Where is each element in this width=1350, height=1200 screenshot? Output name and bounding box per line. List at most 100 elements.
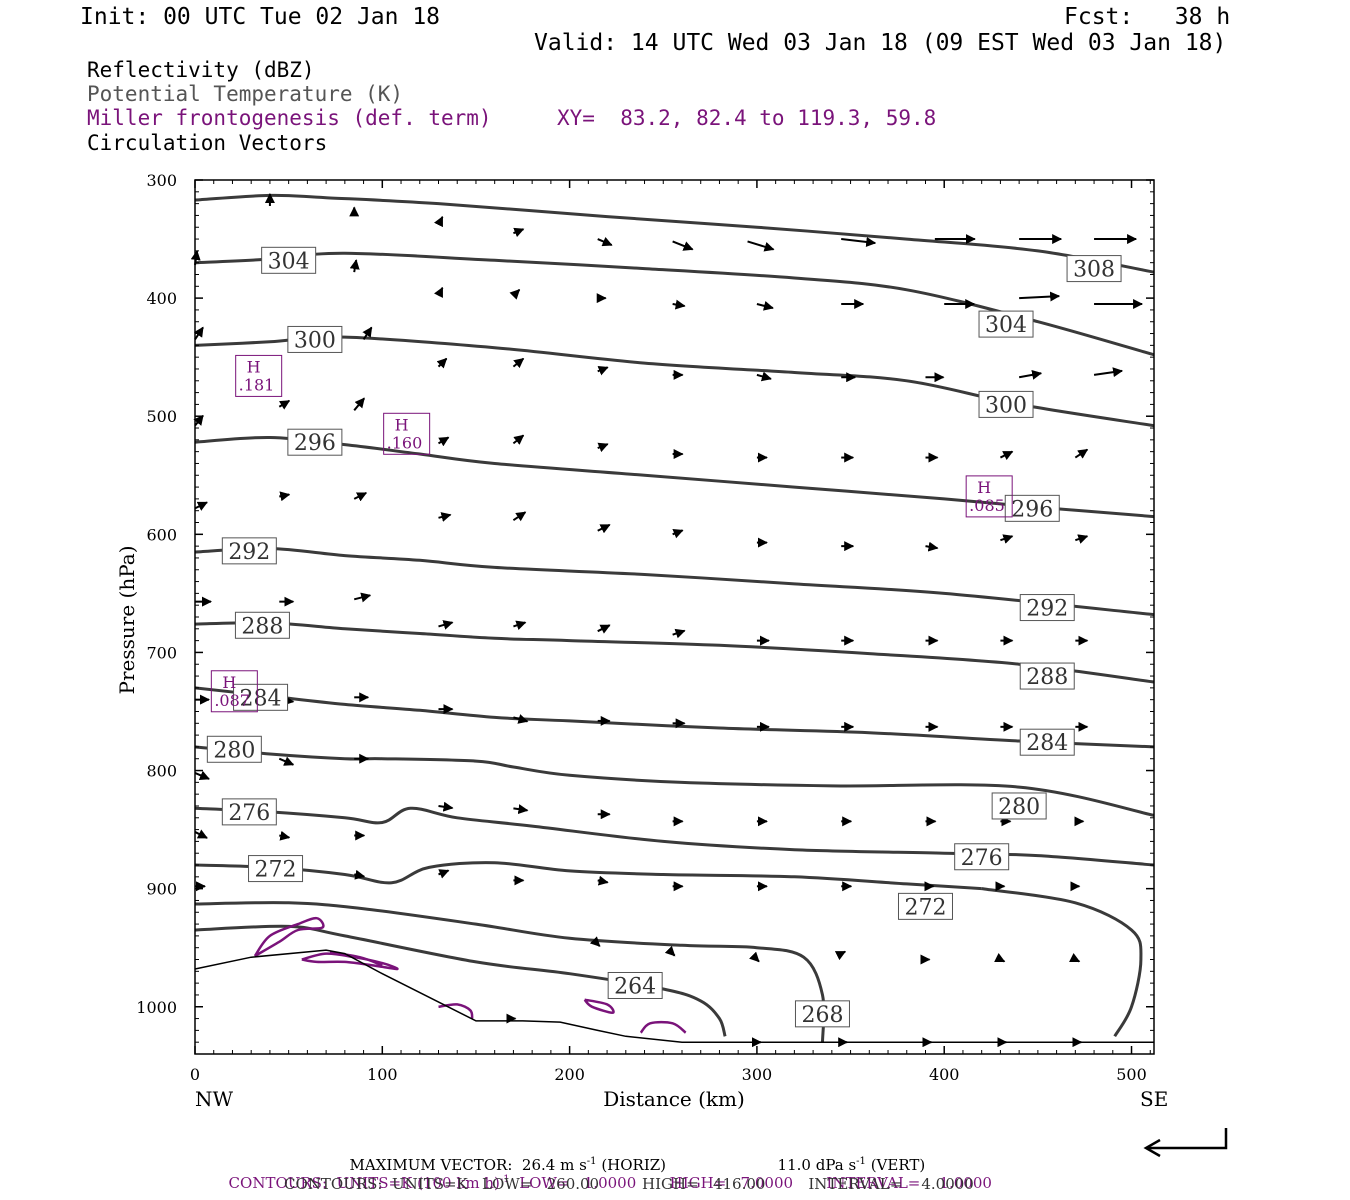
circulation-vector: [512, 357, 525, 369]
x-tick-label: 300: [742, 1065, 773, 1084]
theta-label-box: [206, 735, 262, 763]
circulation-vector: [756, 300, 774, 311]
theta-label: 280: [213, 738, 255, 763]
circulation-vector: [925, 541, 939, 552]
theta-label: 296: [1011, 497, 1053, 522]
theta-label: 272: [255, 858, 297, 883]
y-tick-label: 600: [146, 525, 177, 544]
vert-value: 11.0 dPa s: [777, 1156, 857, 1174]
theta-label: 292: [228, 540, 270, 565]
circulation-vector: [597, 624, 611, 634]
theta-label-box: [978, 390, 1034, 418]
circulation-vector: [1069, 953, 1081, 963]
circulation-vector: [433, 215, 444, 228]
theta-label: 296: [294, 431, 336, 456]
footer-contours-theta: CONTOURS: UNITS=K LOW= 260.00 HIGH= 416.…: [284, 1175, 974, 1193]
circulation-vector: [999, 450, 1014, 461]
endpoint-se: SE: [1140, 1087, 1168, 1111]
endpoint-nw: NW: [195, 1087, 234, 1111]
y-tick-label: 300: [146, 171, 177, 190]
theta-contour-272: [194, 861, 982, 891]
frontogenesis-max-value: .181: [239, 375, 275, 394]
frontogenesis-max-h: H: [222, 673, 236, 692]
xy-coords: XY= 83.2, 82.4 to 119.3, 59.8: [557, 106, 937, 130]
circulation-vector: [512, 434, 525, 445]
circulation-vector: [994, 953, 1006, 963]
x-tick-label: 500: [1116, 1065, 1147, 1084]
theta-contour-272: [981, 887, 1143, 1038]
circulation-vector: [438, 620, 454, 630]
footer-max-vector: MAXIMUM VECTOR: 26.4 m s-1 (HORIZ): [340, 1138, 667, 1174]
theta-contour-284: [194, 686, 1155, 749]
field-vectors-text: Circulation Vectors: [87, 131, 328, 155]
field-miller: Miller frontogenesis (def. term): [87, 106, 492, 130]
footer-contours-fronto: CONTOURS: UNITS=K (100 km h)-1 LOW= 1.00…: [219, 1156, 992, 1192]
footer-vert: 11.0 dPa s-1 (VERT): [768, 1138, 926, 1174]
theta-contour-292: [194, 546, 1155, 617]
theta-label-box: [954, 843, 1010, 871]
circulation-vector: [438, 512, 452, 522]
theta-label: 304: [268, 249, 310, 274]
theta-label-box: [287, 325, 343, 353]
theta-label-box: [221, 537, 277, 565]
theta-contour-308: [194, 193, 1155, 274]
exp-2: -1: [856, 1156, 866, 1167]
valid-time: Valid: 14 UTC Wed 03 Jan 18 (09 EST Wed …: [534, 30, 1227, 56]
x-tick-label: 400: [929, 1065, 960, 1084]
circulation-vector: [354, 869, 366, 880]
frontogenesis-max-box: [383, 412, 431, 455]
circulation-vector: [597, 236, 613, 247]
y-tick-label: 700: [146, 643, 177, 662]
circulation-vector: [597, 523, 611, 534]
theta-label-box: [897, 892, 953, 920]
circulation-vector: [1019, 291, 1061, 302]
circulation-vector: [362, 326, 373, 341]
circulation-vector: [672, 299, 686, 310]
theta-label: 268: [801, 1003, 843, 1028]
theta-label-box: [1004, 494, 1060, 522]
circulation-vector: [513, 804, 529, 815]
circulation-vector: [747, 240, 775, 252]
theta-label-box: [794, 1000, 850, 1028]
theta-label: 272: [904, 895, 946, 920]
theta-label: 280: [998, 795, 1040, 820]
y-tick-label: 400: [146, 289, 177, 308]
theta-label-box: [1019, 728, 1075, 756]
field-reflectivity: Reflectivity (dBZ): [87, 58, 315, 82]
circulation-vector: [433, 286, 444, 299]
x-tick-label: 100: [367, 1065, 398, 1084]
vert-text: (VERT): [870, 1156, 926, 1174]
theta-label: 308: [1073, 258, 1115, 283]
contours1-b: LOW= 1.0000 HIGH= 7.0000 INTERVAL= 1.000…: [509, 1174, 992, 1192]
y-axis-label: Pressure (hPa): [115, 546, 139, 695]
x-axis-label: Distance (km): [603, 1087, 745, 1111]
y-tick-label: 500: [146, 407, 177, 426]
init-time: Init: 00 UTC Tue 02 Jan 18: [80, 4, 441, 30]
circulation-vector: [597, 366, 609, 376]
y-tick-label: 900: [146, 880, 177, 899]
theta-label-box: [234, 611, 290, 639]
circulation-vector: [353, 491, 368, 502]
circulation-vector: [194, 770, 210, 780]
theta-label: 292: [1026, 597, 1068, 622]
frontogenesis-contour: [253, 916, 325, 958]
circulation-vector: [278, 399, 291, 410]
circulation-vector: [841, 237, 877, 247]
theta-label-box: [607, 971, 663, 999]
theta-contour-288: [194, 621, 1155, 684]
x-tick-label: 0: [190, 1065, 200, 1084]
theta-label-box: [1019, 594, 1075, 622]
theta-label-box: [991, 792, 1047, 820]
circulation-vector: [513, 714, 529, 724]
theta-label: 284: [240, 686, 282, 711]
frontogenesis-contour: [329, 951, 383, 967]
frontogenesis-contour: [438, 1003, 474, 1019]
circulation-vector: [193, 414, 204, 427]
theta-label: 300: [294, 328, 336, 353]
circulation-vector: [1075, 534, 1089, 544]
y-tick-label: 1000: [136, 998, 177, 1017]
circulation-vector: [437, 436, 450, 447]
circulation-vector: [1018, 369, 1043, 380]
frontogenesis-max-value: .085: [969, 496, 1005, 515]
